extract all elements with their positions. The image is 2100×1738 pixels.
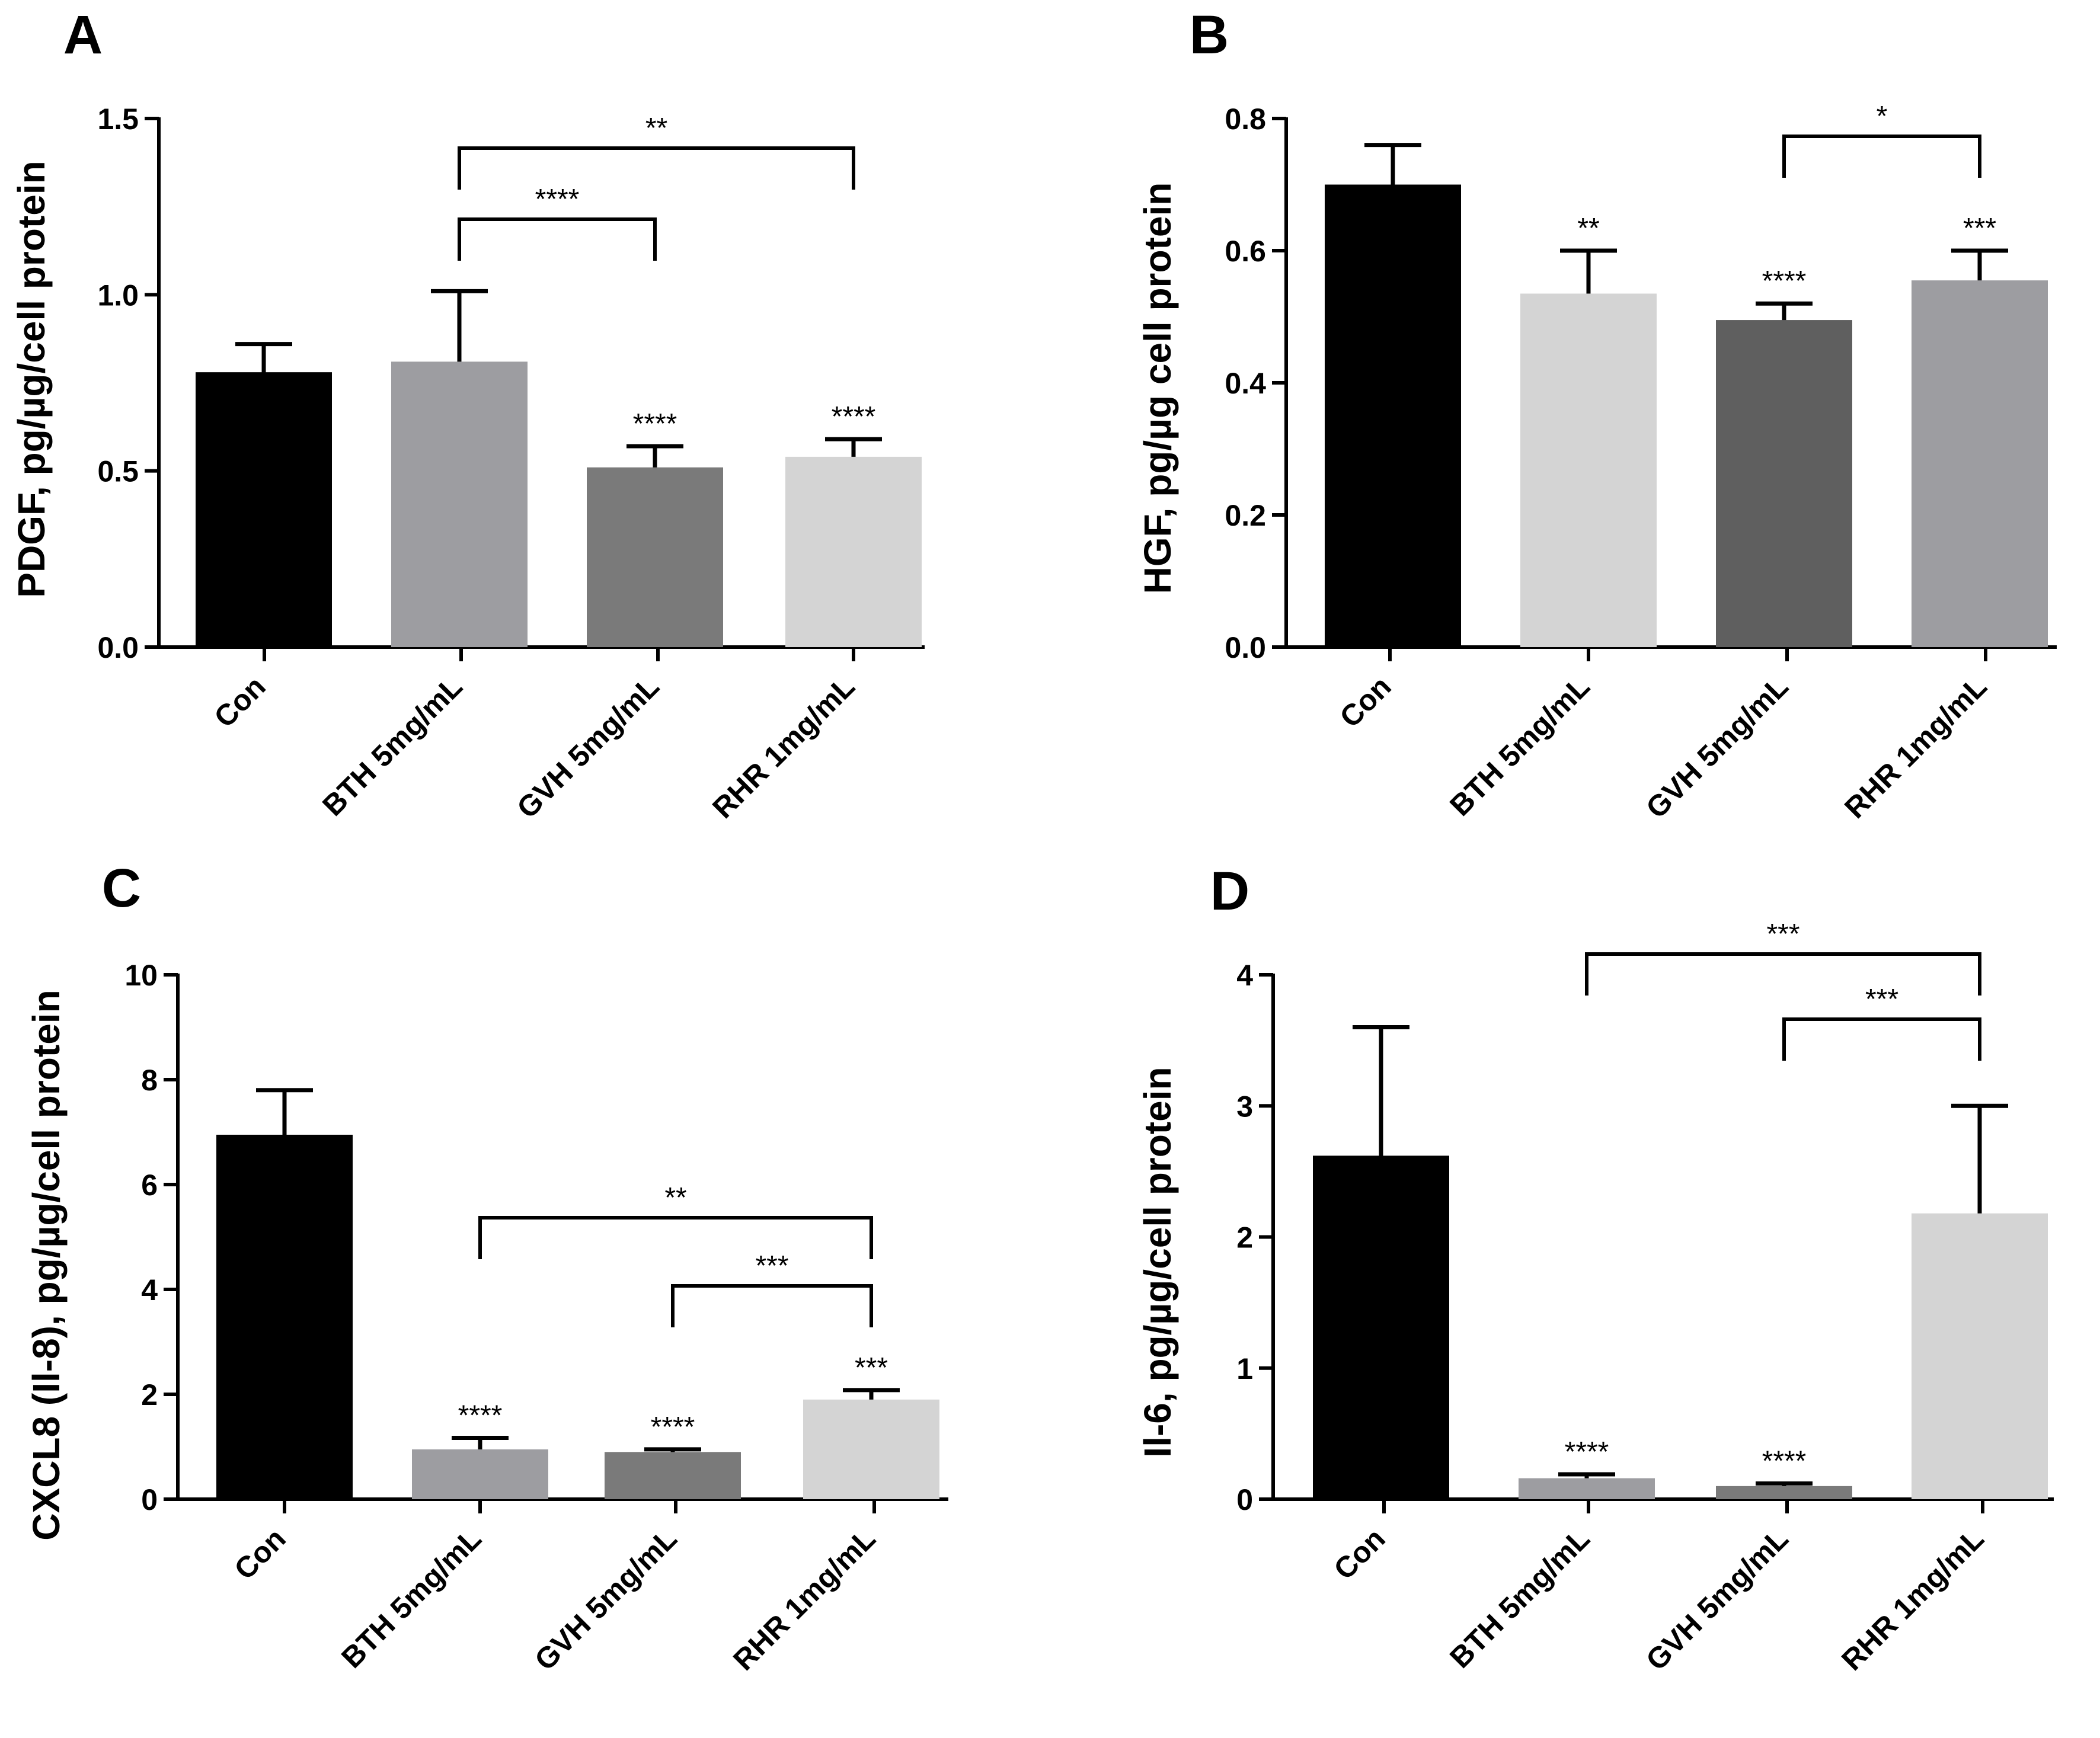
comparison-stars: **** bbox=[535, 184, 580, 215]
y-tick-label: 1 bbox=[1236, 1352, 1253, 1385]
category-label: Con bbox=[228, 1522, 292, 1586]
y-tick-label: 1.5 bbox=[97, 103, 139, 136]
comparison-stars: *** bbox=[755, 1250, 788, 1282]
bar-2 bbox=[412, 1449, 548, 1499]
significance-stars: ** bbox=[1577, 213, 1599, 244]
comparison-bracket bbox=[478, 1216, 873, 1259]
y-tick-label: 2 bbox=[1236, 1221, 1253, 1254]
category-label: RHR 1mg/mL bbox=[706, 670, 861, 825]
bar-1 bbox=[216, 1134, 353, 1499]
significance-stars: **** bbox=[1762, 265, 1807, 297]
bar-1 bbox=[1313, 1156, 1449, 1499]
panel-letter: C bbox=[102, 858, 141, 918]
bar-2 bbox=[391, 361, 528, 647]
category-label: BTH 5mg/mL bbox=[1443, 670, 1596, 822]
category-label: RHR 1mg/mL bbox=[1838, 670, 1993, 825]
comparison-stars: ** bbox=[645, 113, 667, 144]
y-tick-label: 4 bbox=[141, 1273, 158, 1307]
y-tick-label: 0.4 bbox=[1225, 367, 1266, 400]
y-tick-label: 0 bbox=[1236, 1483, 1253, 1516]
comparison-bracket bbox=[458, 146, 855, 190]
y-tick-label: 0.8 bbox=[1225, 103, 1266, 136]
panel-d: D Il-6, pg/µg/cell protein 0 1 2 3 4 Con **** BTH… bbox=[1136, 861, 2054, 1677]
bar-4 bbox=[803, 1399, 939, 1499]
significance-stars: *** bbox=[855, 1352, 888, 1384]
bar-4 bbox=[785, 456, 922, 647]
category-label: GVH 5mg/mL bbox=[1639, 1522, 1795, 1677]
category-label: GVH 5mg/mL bbox=[528, 1522, 683, 1677]
category-label: Con bbox=[207, 670, 271, 734]
panel-letter: A bbox=[63, 5, 103, 65]
bar-3 bbox=[1716, 320, 1852, 647]
bar-1 bbox=[1325, 184, 1461, 647]
panel-letter: B bbox=[1190, 5, 1229, 65]
bar-3 bbox=[1716, 1486, 1852, 1499]
panel-a: A PDGF, pg/µg/cell protein 0.0 0.5 1.0 1.5 Con… bbox=[10, 5, 925, 825]
comparison-bracket bbox=[671, 1284, 873, 1327]
y-tick-label: 0.2 bbox=[1225, 499, 1266, 532]
significance-stars: **** bbox=[633, 408, 677, 440]
comparison-bracket bbox=[1585, 952, 1981, 996]
significance-stars: **** bbox=[651, 1411, 695, 1443]
y-tick-label: 1.0 bbox=[97, 279, 139, 312]
bar-3 bbox=[587, 467, 723, 647]
category-label: Con bbox=[1333, 670, 1397, 734]
y-axis-label: CXCL8 (Il-8), pg/µg/cell protein bbox=[25, 990, 68, 1540]
y-tick-label: 10 bbox=[124, 959, 158, 992]
significance-stars: **** bbox=[1565, 1436, 1609, 1468]
y-axis-label: HGF, pg/µg cell protein bbox=[1136, 183, 1179, 594]
significance-stars: **** bbox=[1762, 1445, 1807, 1477]
category-label: BTH 5mg/mL bbox=[335, 1522, 488, 1675]
y-tick-label: 4 bbox=[1236, 959, 1253, 992]
comparison-bracket bbox=[458, 217, 657, 261]
category-label: RHR 1mg/mL bbox=[1835, 1522, 1990, 1677]
significance-stars: **** bbox=[832, 401, 876, 433]
bar-2 bbox=[1519, 1478, 1655, 1499]
bar-4 bbox=[1912, 1213, 2048, 1499]
panel-c: C CXCL8 (Il-8), pg/µg/cell protein 0 2 4 6 8 10… bbox=[25, 858, 948, 1677]
category-label: BTH 5mg/mL bbox=[1443, 1522, 1596, 1675]
y-tick-label: 3 bbox=[1236, 1090, 1253, 1123]
significance-stars: **** bbox=[458, 1400, 503, 1431]
bar-2 bbox=[1520, 293, 1657, 648]
bar-4 bbox=[1912, 280, 2048, 647]
comparison-bracket bbox=[1782, 135, 1981, 178]
y-tick-label: 0 bbox=[141, 1483, 158, 1516]
bar-3 bbox=[605, 1452, 741, 1499]
panel-b: B HGF, pg/µg cell protein 0.0 0.2 0.4 0.6 0.8 C… bbox=[1136, 5, 2057, 825]
category-label: BTH 5mg/mL bbox=[316, 670, 469, 822]
category-label: GVH 5mg/mL bbox=[1639, 670, 1795, 825]
significance-stars: *** bbox=[1963, 213, 1996, 244]
y-tick-label: 0.6 bbox=[1225, 235, 1266, 268]
category-label: GVH 5mg/mL bbox=[510, 670, 666, 825]
comparison-stars: *** bbox=[1766, 918, 1799, 950]
y-tick-label: 0.0 bbox=[1225, 631, 1266, 664]
panel-letter: D bbox=[1210, 861, 1249, 921]
category-label: RHR 1mg/mL bbox=[727, 1522, 882, 1677]
y-tick-label: 2 bbox=[141, 1378, 158, 1411]
comparison-stars: * bbox=[1877, 101, 1888, 132]
comparison-bracket bbox=[1782, 1017, 1981, 1061]
comparison-stars: ** bbox=[664, 1182, 686, 1214]
bar-1 bbox=[196, 372, 332, 647]
y-axis-label: Il-6, pg/µg/cell protein bbox=[1136, 1067, 1179, 1457]
y-tick-label: 8 bbox=[141, 1064, 158, 1097]
y-axis-label: PDGF, pg/µg/cell protein bbox=[10, 161, 53, 597]
y-tick-label: 0.0 bbox=[97, 631, 139, 664]
comparison-stars: *** bbox=[1865, 984, 1898, 1015]
category-label: Con bbox=[1327, 1522, 1391, 1586]
y-tick-label: 6 bbox=[141, 1169, 158, 1202]
y-tick-label: 0.5 bbox=[97, 455, 139, 488]
